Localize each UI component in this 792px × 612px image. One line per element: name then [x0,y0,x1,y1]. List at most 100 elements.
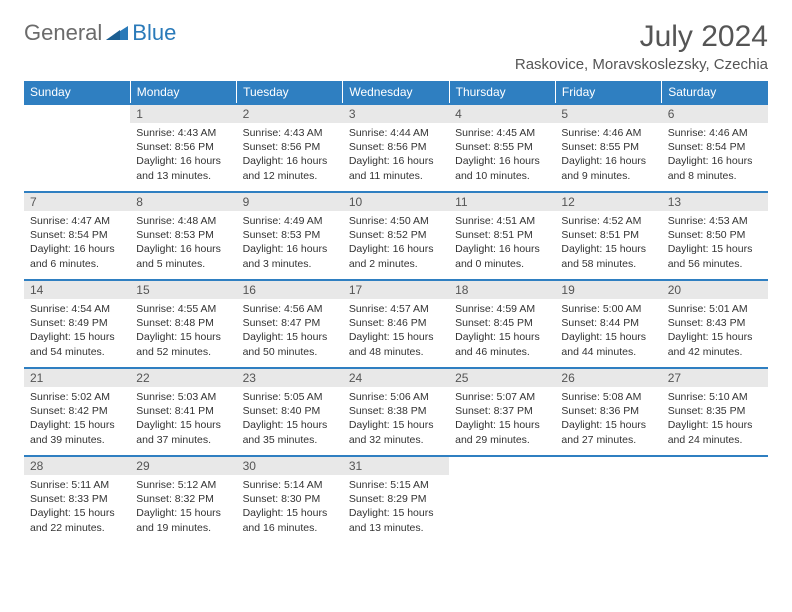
daylight-text: Daylight: 15 hours and 39 minutes. [30,418,124,446]
day-number: 14 [24,281,130,299]
day-number: 13 [662,193,768,211]
sunrise-text: Sunrise: 5:00 AM [561,302,655,316]
sunset-text: Sunset: 8:51 PM [561,228,655,242]
daylight-text: Daylight: 15 hours and 46 minutes. [455,330,549,358]
day-content: Sunrise: 4:48 AMSunset: 8:53 PMDaylight:… [130,211,236,277]
calendar-cell: 29Sunrise: 5:12 AMSunset: 8:32 PMDayligh… [130,456,236,544]
calendar-cell: 10Sunrise: 4:50 AMSunset: 8:52 PMDayligh… [343,192,449,280]
day-number: 30 [237,457,343,475]
calendar-cell: 24Sunrise: 5:06 AMSunset: 8:38 PMDayligh… [343,368,449,456]
sunrise-text: Sunrise: 4:57 AM [349,302,443,316]
sunrise-text: Sunrise: 4:51 AM [455,214,549,228]
day-content: Sunrise: 4:55 AMSunset: 8:48 PMDaylight:… [130,299,236,365]
day-content: Sunrise: 4:57 AMSunset: 8:46 PMDaylight:… [343,299,449,365]
daylight-text: Daylight: 15 hours and 48 minutes. [349,330,443,358]
calendar-cell: 17Sunrise: 4:57 AMSunset: 8:46 PMDayligh… [343,280,449,368]
sunset-text: Sunset: 8:35 PM [668,404,762,418]
sunset-text: Sunset: 8:29 PM [349,492,443,506]
calendar-cell: 1Sunrise: 4:43 AMSunset: 8:56 PMDaylight… [130,104,236,192]
calendar-table: SundayMondayTuesdayWednesdayThursdayFrid… [24,81,768,544]
day-content: Sunrise: 4:51 AMSunset: 8:51 PMDaylight:… [449,211,555,277]
sunset-text: Sunset: 8:53 PM [136,228,230,242]
day-number: 22 [130,369,236,387]
day-header: Saturday [662,81,768,104]
calendar-cell: 18Sunrise: 4:59 AMSunset: 8:45 PMDayligh… [449,280,555,368]
day-content [449,461,555,470]
sunrise-text: Sunrise: 4:52 AM [561,214,655,228]
logo-triangle-icon [106,22,128,45]
day-content: Sunrise: 5:15 AMSunset: 8:29 PMDaylight:… [343,475,449,541]
daylight-text: Daylight: 15 hours and 50 minutes. [243,330,337,358]
calendar-cell: 21Sunrise: 5:02 AMSunset: 8:42 PMDayligh… [24,368,130,456]
sunrise-text: Sunrise: 4:59 AM [455,302,549,316]
calendar-cell [24,104,130,192]
day-number: 19 [555,281,661,299]
calendar-week: 7Sunrise: 4:47 AMSunset: 8:54 PMDaylight… [24,192,768,280]
sunset-text: Sunset: 8:56 PM [136,140,230,154]
daylight-text: Daylight: 15 hours and 52 minutes. [136,330,230,358]
sunrise-text: Sunrise: 5:05 AM [243,390,337,404]
day-content: Sunrise: 4:49 AMSunset: 8:53 PMDaylight:… [237,211,343,277]
day-number: 28 [24,457,130,475]
day-content [555,461,661,470]
sunset-text: Sunset: 8:33 PM [30,492,124,506]
calendar-week: 1Sunrise: 4:43 AMSunset: 8:56 PMDaylight… [24,104,768,192]
calendar-cell: 6Sunrise: 4:46 AMSunset: 8:54 PMDaylight… [662,104,768,192]
sunset-text: Sunset: 8:53 PM [243,228,337,242]
calendar-cell: 25Sunrise: 5:07 AMSunset: 8:37 PMDayligh… [449,368,555,456]
daylight-text: Daylight: 16 hours and 11 minutes. [349,154,443,182]
sunset-text: Sunset: 8:38 PM [349,404,443,418]
sunset-text: Sunset: 8:54 PM [30,228,124,242]
day-number: 17 [343,281,449,299]
calendar-cell: 11Sunrise: 4:51 AMSunset: 8:51 PMDayligh… [449,192,555,280]
day-number: 15 [130,281,236,299]
day-number: 5 [555,105,661,123]
daylight-text: Daylight: 16 hours and 13 minutes. [136,154,230,182]
day-content: Sunrise: 4:44 AMSunset: 8:56 PMDaylight:… [343,123,449,189]
day-number: 25 [449,369,555,387]
location: Raskovice, Moravskoslezsky, Czechia [515,56,768,73]
sunrise-text: Sunrise: 4:46 AM [668,126,762,140]
day-number: 23 [237,369,343,387]
sunrise-text: Sunrise: 5:08 AM [561,390,655,404]
day-number: 4 [449,105,555,123]
day-content: Sunrise: 5:12 AMSunset: 8:32 PMDaylight:… [130,475,236,541]
logo-word1: General [24,20,102,46]
day-content: Sunrise: 4:47 AMSunset: 8:54 PMDaylight:… [24,211,130,277]
sunrise-text: Sunrise: 4:54 AM [30,302,124,316]
sunset-text: Sunset: 8:40 PM [243,404,337,418]
day-number: 1 [130,105,236,123]
day-content: Sunrise: 4:46 AMSunset: 8:55 PMDaylight:… [555,123,661,189]
day-content: Sunrise: 4:46 AMSunset: 8:54 PMDaylight:… [662,123,768,189]
sunrise-text: Sunrise: 4:44 AM [349,126,443,140]
daylight-text: Daylight: 15 hours and 19 minutes. [136,506,230,534]
sunrise-text: Sunrise: 5:03 AM [136,390,230,404]
day-header: Sunday [24,81,130,104]
sunrise-text: Sunrise: 4:48 AM [136,214,230,228]
day-content: Sunrise: 5:08 AMSunset: 8:36 PMDaylight:… [555,387,661,453]
sunset-text: Sunset: 8:47 PM [243,316,337,330]
calendar-cell: 20Sunrise: 5:01 AMSunset: 8:43 PMDayligh… [662,280,768,368]
sunrise-text: Sunrise: 5:01 AM [668,302,762,316]
daylight-text: Daylight: 16 hours and 3 minutes. [243,242,337,270]
sunrise-text: Sunrise: 5:15 AM [349,478,443,492]
sunrise-text: Sunrise: 4:56 AM [243,302,337,316]
day-content: Sunrise: 4:45 AMSunset: 8:55 PMDaylight:… [449,123,555,189]
calendar-cell: 7Sunrise: 4:47 AMSunset: 8:54 PMDaylight… [24,192,130,280]
sunrise-text: Sunrise: 4:55 AM [136,302,230,316]
daylight-text: Daylight: 16 hours and 6 minutes. [30,242,124,270]
calendar-cell: 22Sunrise: 5:03 AMSunset: 8:41 PMDayligh… [130,368,236,456]
sunset-text: Sunset: 8:56 PM [349,140,443,154]
calendar-cell: 9Sunrise: 4:49 AMSunset: 8:53 PMDaylight… [237,192,343,280]
daylight-text: Daylight: 15 hours and 16 minutes. [243,506,337,534]
sunset-text: Sunset: 8:52 PM [349,228,443,242]
calendar-cell: 16Sunrise: 4:56 AMSunset: 8:47 PMDayligh… [237,280,343,368]
sunrise-text: Sunrise: 4:53 AM [668,214,762,228]
daylight-text: Daylight: 15 hours and 42 minutes. [668,330,762,358]
calendar-week: 21Sunrise: 5:02 AMSunset: 8:42 PMDayligh… [24,368,768,456]
calendar-week: 28Sunrise: 5:11 AMSunset: 8:33 PMDayligh… [24,456,768,544]
calendar-cell: 13Sunrise: 4:53 AMSunset: 8:50 PMDayligh… [662,192,768,280]
sunset-text: Sunset: 8:43 PM [668,316,762,330]
day-number: 24 [343,369,449,387]
sunrise-text: Sunrise: 5:12 AM [136,478,230,492]
